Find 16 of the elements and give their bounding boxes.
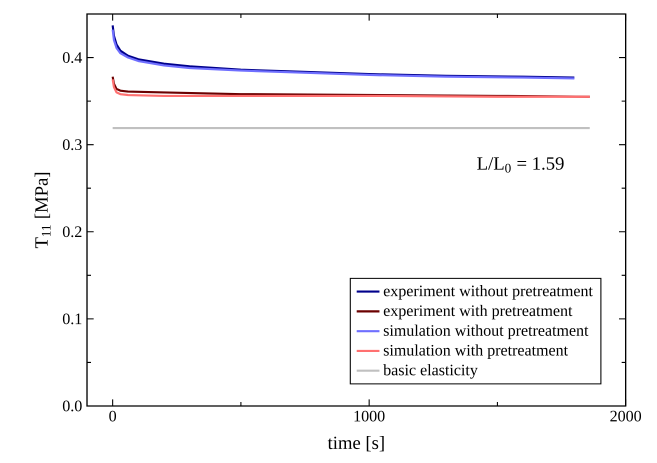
y-tick-label: 0.0: [62, 400, 82, 412]
y-tick-label: 0.2: [62, 226, 82, 238]
legend-label: simulation without pretreatment: [384, 324, 588, 340]
x-tick-label: 1000: [354, 410, 385, 422]
legend-label: experiment without pretreatment: [384, 285, 593, 300]
y-tick-label: 0.1: [62, 313, 82, 324]
legend-label: experiment with pretreatment: [384, 304, 572, 320]
x-tick-label: 0: [109, 410, 116, 422]
legend-label: simulation with pretreatment: [384, 344, 568, 359]
legend-label: basic elasticity: [383, 364, 478, 379]
y-axis-title: T$_{11}$ [MPa]: [34, 172, 50, 248]
x-axis-title: time [s]: [328, 436, 384, 452]
y-tick-label: 0.4: [62, 52, 82, 63]
annotation: L/L$_{0}$ = 1.59: [477, 157, 564, 173]
x-tick-label: 2000: [610, 410, 642, 422]
y-tick-label: 0.3: [62, 139, 82, 150]
